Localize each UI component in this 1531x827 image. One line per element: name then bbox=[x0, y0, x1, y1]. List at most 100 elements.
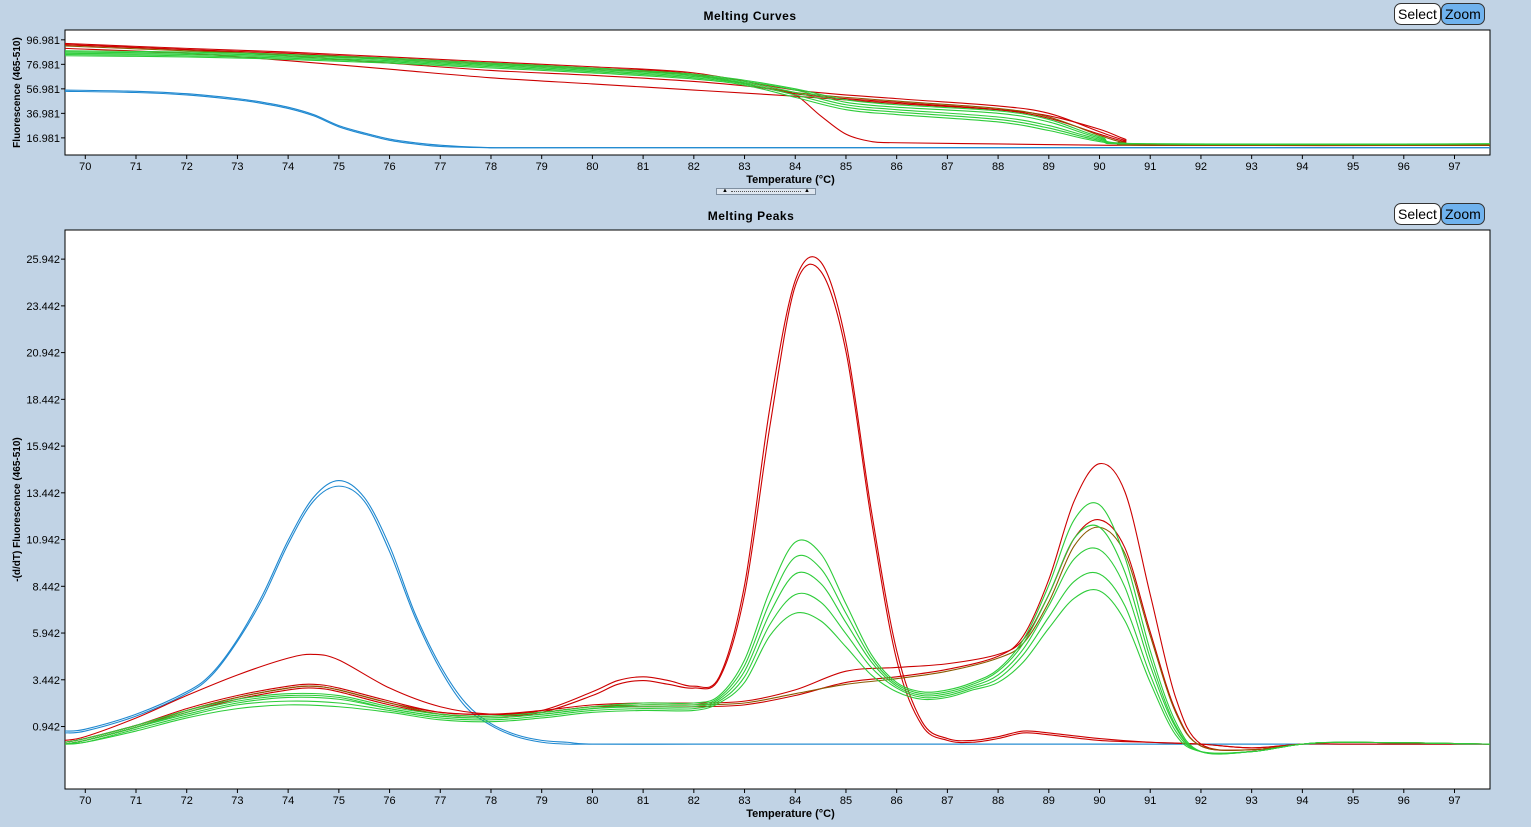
curves-chart: 70 71 72 73 74 75 76 77 78 79 80 81 82 83 84 85 86 87 88 89… bbox=[12, 29, 1491, 186]
curves-x-tick-label: 77 bbox=[434, 161, 446, 173]
curves-x-tick-label: 75 bbox=[333, 161, 345, 173]
curves-series-green-6 bbox=[65, 52, 1490, 145]
peaks-x-tick-label: 88 bbox=[992, 795, 1004, 807]
peaks-x-tick-label: 91 bbox=[1144, 795, 1156, 807]
peaks-x-tick-label: 94 bbox=[1296, 795, 1308, 807]
curves-y-tick-label: 16.981 bbox=[26, 133, 60, 145]
peaks-plot-area bbox=[64, 229, 1491, 790]
peaks-x-tick-label: 95 bbox=[1347, 795, 1359, 807]
peaks-x-tick-label: 71 bbox=[130, 795, 142, 807]
peaks-x-tick-label: 81 bbox=[637, 795, 649, 807]
curves-x-tick-label: 70 bbox=[79, 161, 91, 173]
curves-x-tick-label: 97 bbox=[1448, 161, 1460, 173]
peaks-y-axis-label: -(d/dT) Fluorescence (465-510) bbox=[12, 437, 23, 581]
curves-x-tick-label: 72 bbox=[181, 161, 193, 173]
peaks-series-red-2 bbox=[65, 263, 1490, 749]
peaks-series-green-8 bbox=[65, 524, 1490, 755]
curves-x-tick-label: 80 bbox=[586, 161, 598, 173]
peaks-x-tick-label: 73 bbox=[231, 795, 243, 807]
curves-y-tick-label: 36.981 bbox=[26, 108, 60, 120]
peaks-x-tick-label: 78 bbox=[485, 795, 497, 807]
peaks-x-tick-label: 93 bbox=[1246, 795, 1258, 807]
curves-x-tick-label: 91 bbox=[1144, 161, 1156, 173]
peaks-x-tick-label: 84 bbox=[789, 795, 801, 807]
peaks-series-brown-6 bbox=[65, 526, 1490, 751]
curves-x-axis-label: Temperature (°C) bbox=[746, 174, 835, 186]
peaks-y-tick-label: 3.442 bbox=[32, 675, 60, 687]
panel-splitter[interactable]: ▲ ▲ bbox=[716, 188, 816, 195]
peaks-x-tick-label: 86 bbox=[891, 795, 903, 807]
peaks-x-tick-label: 74 bbox=[282, 795, 294, 807]
peaks-series-group bbox=[65, 256, 1490, 755]
peaks-y-tick-label: 15.942 bbox=[26, 441, 60, 453]
curves-series-green-9 bbox=[65, 50, 1490, 146]
splitter-left-arrow-icon: ▲ bbox=[722, 188, 728, 194]
curves-x-tick-label: 96 bbox=[1398, 161, 1410, 173]
curves-x-tick-label: 74 bbox=[282, 161, 294, 173]
peaks-series-green-11 bbox=[65, 588, 1490, 754]
curves-x-tick-label: 87 bbox=[941, 161, 953, 173]
bottom-zoom-button[interactable]: Zoom bbox=[1441, 203, 1485, 225]
curves-x-tick-label: 83 bbox=[738, 161, 750, 173]
curves-x-tick-label: 89 bbox=[1043, 161, 1055, 173]
curves-x-tick-label: 88 bbox=[992, 161, 1004, 173]
curves-x-tick-label: 71 bbox=[130, 161, 142, 173]
peaks-y-tick-label: 10.942 bbox=[26, 535, 60, 547]
peaks-x-tick-label: 97 bbox=[1448, 795, 1460, 807]
curves-x-tick-label: 92 bbox=[1195, 161, 1207, 173]
curves-series-green-8 bbox=[65, 55, 1490, 145]
bottom-select-button[interactable]: Select bbox=[1394, 203, 1441, 225]
top-zoom-button[interactable]: Zoom bbox=[1441, 3, 1485, 25]
splitter-right-arrow-icon: ▲ bbox=[804, 188, 810, 194]
curves-x-tick-label: 85 bbox=[840, 161, 852, 173]
peaks-x-tick-label: 89 bbox=[1043, 795, 1055, 807]
peaks-x-tick-label: 80 bbox=[586, 795, 598, 807]
curves-x-tick-label: 81 bbox=[637, 161, 649, 173]
peaks-x-tick-label: 92 bbox=[1195, 795, 1207, 807]
peaks-y-tick-label: 5.942 bbox=[32, 628, 60, 640]
peaks-x-axis-label: Temperature (°C) bbox=[746, 808, 835, 820]
peaks-x-tick-label: 82 bbox=[688, 795, 700, 807]
peaks-x-tick-label: 85 bbox=[840, 795, 852, 807]
curves-y-tick-label: 76.981 bbox=[26, 59, 60, 71]
peaks-x-tick-label: 70 bbox=[79, 795, 91, 807]
curves-series-blue-11 bbox=[65, 89, 1490, 149]
peaks-x-tick-label: 96 bbox=[1398, 795, 1410, 807]
peaks-x-tick-label: 72 bbox=[181, 795, 193, 807]
curves-x-tick-label: 94 bbox=[1296, 161, 1308, 173]
peaks-x-tick-label: 90 bbox=[1093, 795, 1105, 807]
curves-x-tick-label: 76 bbox=[383, 161, 395, 173]
melting-curves-title: Melting Curves bbox=[703, 9, 797, 23]
peaks-series-green-9 bbox=[65, 547, 1490, 755]
curves-x-tick-label: 90 bbox=[1093, 161, 1105, 173]
peaks-series-red-4 bbox=[65, 463, 1490, 751]
curves-y-tick-label: 56.981 bbox=[26, 84, 60, 96]
curves-series-green-7 bbox=[65, 53, 1490, 145]
curves-x-tick-label: 82 bbox=[688, 161, 700, 173]
peaks-y-tick-label: 8.442 bbox=[32, 581, 60, 593]
peaks-series-blue-1 bbox=[65, 485, 1490, 745]
peaks-y-tick-label: 23.442 bbox=[26, 301, 60, 313]
curves-y-axis-label: Fluorescence (465-510) bbox=[12, 37, 23, 148]
peaks-x-tick-label: 79 bbox=[536, 795, 548, 807]
curves-x-tick-label: 73 bbox=[231, 161, 243, 173]
peaks-y-tick-label: 25.942 bbox=[26, 254, 60, 266]
curves-x-tick-label: 84 bbox=[789, 161, 801, 173]
splitter-dots bbox=[731, 191, 801, 192]
peaks-x-tick-label: 87 bbox=[941, 795, 953, 807]
peaks-x-tick-label: 75 bbox=[333, 795, 345, 807]
curves-x-tick-label: 95 bbox=[1347, 161, 1359, 173]
curves-x-tick-label: 93 bbox=[1246, 161, 1258, 173]
curves-y-tick-label: 96.981 bbox=[26, 35, 60, 47]
peaks-series-red-5 bbox=[65, 519, 1490, 751]
melting-peaks-title: Melting Peaks bbox=[707, 209, 795, 223]
peaks-y-tick-label: 18.442 bbox=[26, 394, 60, 406]
peaks-series-green-10 bbox=[65, 571, 1490, 754]
peaks-series-green-7 bbox=[65, 502, 1490, 755]
peaks-chart: 70 71 72 73 74 75 76 77 78 79 80 81 82 83 84 85 86 87 88 89… bbox=[12, 229, 1491, 820]
peaks-y-tick-label: 13.442 bbox=[26, 488, 60, 500]
peaks-y-tick-label: 0.942 bbox=[32, 722, 60, 734]
peaks-y-tick-label: 20.942 bbox=[26, 348, 60, 360]
top-select-button[interactable]: Select bbox=[1394, 3, 1441, 25]
